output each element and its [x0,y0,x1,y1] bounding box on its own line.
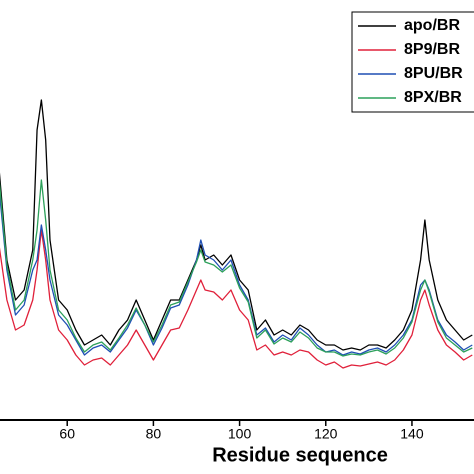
series-line [0,179,473,357]
series-line [0,229,473,369]
series-line [0,99,473,351]
legend-label: apo/BR [404,17,460,34]
series-line [0,191,473,356]
legend-label: 8PX/BR [404,89,462,106]
legend-label: 8P9/BR [404,41,460,58]
legend-box [351,11,474,113]
legend: apo/BR 8P9/BR 8PU/BR 8PX/BR [351,11,474,113]
x-tick-label: 140 [400,426,424,442]
x-axis-label: Residue sequence [212,444,388,466]
legend-label: 8PU/BR [404,65,463,82]
x-tick-label: 100 [228,426,252,442]
x-tick-label: 60 [59,426,75,442]
x-tick-label: 80 [146,426,162,442]
x-tick-label: 120 [314,426,338,442]
plot-area [0,99,473,369]
